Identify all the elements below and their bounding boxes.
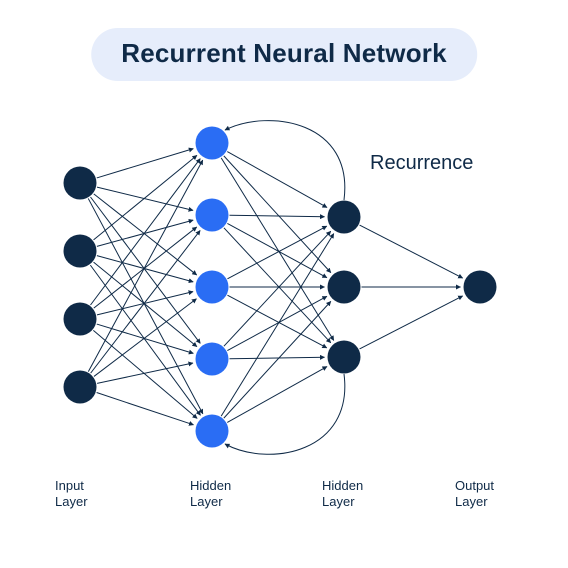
- layer-label-input: Input Layer: [55, 478, 88, 511]
- input-node: [64, 303, 97, 336]
- edge: [221, 234, 334, 417]
- edge: [94, 194, 197, 275]
- layer-label-hidden2: Hidden Layer: [322, 478, 363, 511]
- edge: [229, 215, 324, 216]
- hidden2-node: [328, 271, 361, 304]
- edge: [90, 265, 200, 415]
- edges-group: [88, 149, 462, 425]
- edge: [91, 230, 200, 373]
- edge: [227, 152, 327, 208]
- edge: [360, 225, 463, 278]
- edge: [227, 296, 327, 350]
- edge: [97, 187, 193, 210]
- edge: [97, 292, 193, 315]
- diagram-root: { "title": { "text": "Recurrent Neural N…: [0, 0, 568, 568]
- hidden1-node: [196, 199, 229, 232]
- edge: [97, 149, 194, 178]
- edge: [91, 197, 201, 343]
- hidden1-node: [196, 415, 229, 448]
- input-node: [64, 371, 97, 404]
- edge: [229, 357, 324, 358]
- output-node: [464, 271, 497, 304]
- edge: [224, 301, 331, 418]
- input-node: [64, 167, 97, 200]
- edge: [360, 296, 463, 349]
- layer-label-hidden1: Hidden Layer: [190, 478, 231, 511]
- layer-label-output: Output Layer: [455, 478, 494, 511]
- edge: [94, 227, 197, 308]
- hidden2-node: [328, 341, 361, 374]
- edge: [224, 156, 331, 273]
- edge: [97, 393, 194, 425]
- edge: [94, 299, 197, 377]
- hidden1-node: [196, 343, 229, 376]
- input-node: [64, 235, 97, 268]
- hidden1-node: [196, 271, 229, 304]
- edge: [97, 363, 193, 383]
- hidden1-node: [196, 127, 229, 160]
- edge: [221, 158, 334, 341]
- edge: [227, 367, 327, 423]
- edge: [94, 155, 197, 240]
- hidden2-node: [328, 201, 361, 234]
- edge: [91, 159, 201, 305]
